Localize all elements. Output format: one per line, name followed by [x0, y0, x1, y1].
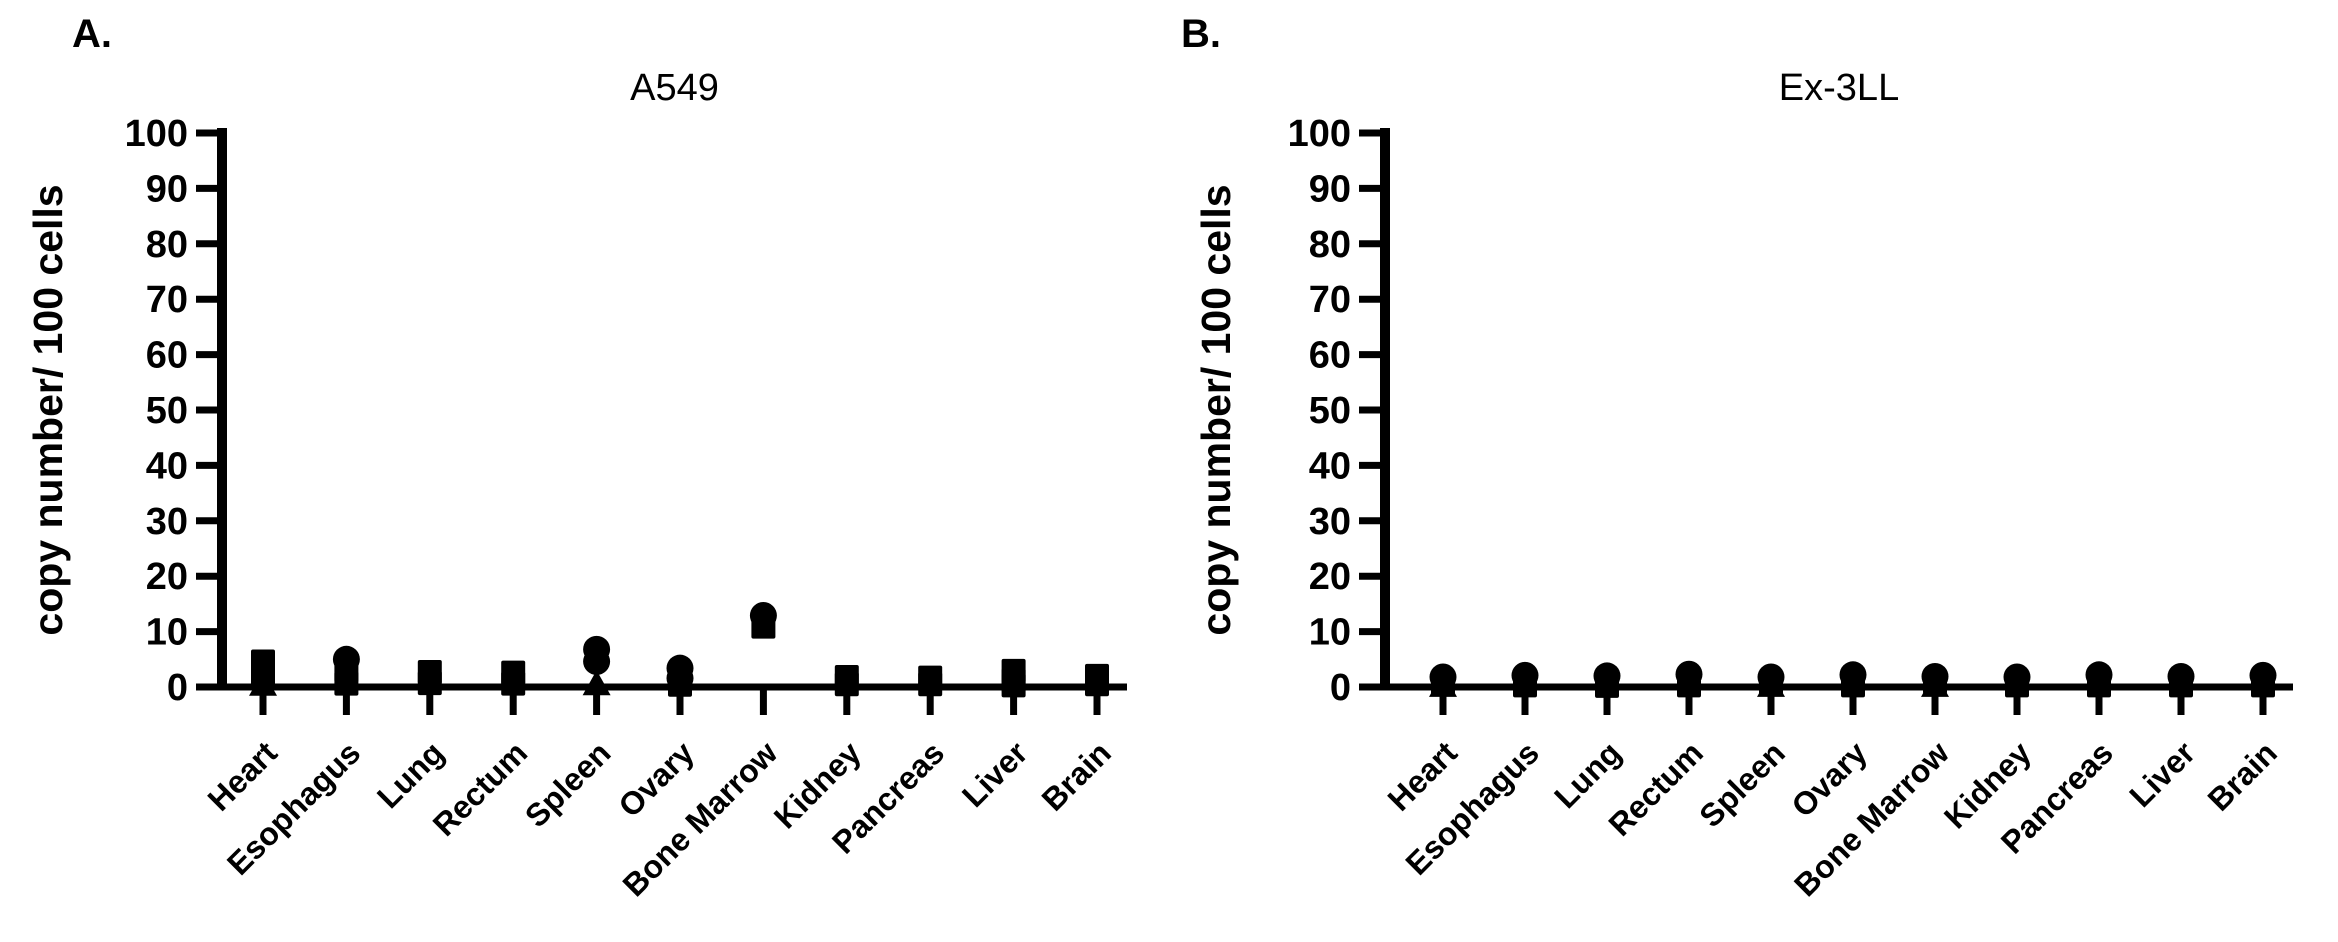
- panel-a549: A. A549 copy number/ 100 cells 0 10 20 30 40 50…: [25, 12, 1127, 903]
- y-tick-label: 100: [1288, 113, 1351, 155]
- data-point-triangle: [1429, 671, 1457, 697]
- data-point-square: [751, 614, 776, 639]
- y-tick-label: 60: [1309, 335, 1351, 377]
- y-tick-label: 50: [1309, 390, 1351, 432]
- y-tick-label: 20: [1309, 556, 1351, 598]
- y-tick-label: 100: [125, 113, 188, 155]
- y-tick-label: 80: [146, 224, 188, 266]
- data-point-square: [2005, 673, 2029, 698]
- data-point-triangle: [1757, 671, 1785, 697]
- y-tick-label: 20: [146, 556, 188, 598]
- x-category-label: Brain: [2201, 734, 2284, 817]
- y-tick-label: 70: [146, 279, 188, 321]
- panel-ex3ll: B. Ex-3LL copy number/ 100 cells 0 10 20 30 40…: [1169, 0, 2338, 942]
- y-tick-label: 80: [1309, 224, 1351, 266]
- panel-label-b: B.: [1181, 12, 1221, 56]
- y-tick-label: 0: [1330, 667, 1351, 709]
- data-point-square: [2169, 673, 2193, 698]
- y-tick-label: 30: [146, 501, 188, 543]
- data-point-circle: [583, 648, 611, 676]
- y-tick-label: 0: [167, 667, 188, 709]
- data-point-triangle: [1921, 671, 1949, 697]
- chart-title: Ex-3LL: [1779, 67, 1899, 109]
- data-point-square: [1841, 673, 1865, 698]
- scatter-plot-ex3ll: Ex-3LL copy number/ 100 cells 0 10 20 30 40 50 6…: [1193, 67, 2293, 903]
- y-tick-label: 90: [1309, 168, 1351, 210]
- data-point-square: [2087, 673, 2111, 698]
- y-tick-label: 40: [146, 445, 188, 487]
- y-tick-label: 90: [146, 168, 188, 210]
- x-category-label: Lung: [370, 734, 451, 815]
- x-category-label: Spleen: [1692, 734, 1792, 834]
- panel-label-a: A.: [72, 12, 112, 56]
- data-point-square: [334, 671, 359, 696]
- y-tick-label: 10: [1309, 612, 1351, 654]
- y-tick-label: 50: [146, 390, 188, 432]
- x-category-label: Spleen: [518, 734, 618, 834]
- y-tick-label: 40: [1309, 445, 1351, 487]
- x-category-label: Liver: [955, 734, 1035, 814]
- y-tick-label: 70: [1309, 279, 1351, 321]
- y-tick-label: 30: [1309, 501, 1351, 543]
- data-point-square: [834, 672, 859, 697]
- y-tick-label: 10: [146, 612, 188, 654]
- data-point-triangle: [249, 670, 277, 696]
- y-tick-label: 60: [146, 335, 188, 377]
- x-category-label: Brain: [1035, 734, 1118, 817]
- scatter-plot-a549: A549 copy number/ 100 cells 0 10 20 30 40 50 60 7…: [25, 67, 1127, 903]
- data-point-square: [1085, 672, 1109, 697]
- data-point-square: [918, 672, 943, 697]
- data-point-square: [668, 672, 692, 697]
- chart-title: A549: [630, 67, 719, 109]
- x-category-label: Rectum: [426, 734, 534, 842]
- x-category-label: Liver: [2122, 734, 2202, 814]
- data-point-square: [1677, 673, 1701, 698]
- y-axis-label: copy number/ 100 cells: [25, 184, 71, 635]
- data-point-square: [1513, 673, 1537, 698]
- data-point-square: [1001, 673, 1026, 698]
- data-point-triangle: [582, 670, 611, 696]
- data-point-square: [2251, 673, 2275, 698]
- data-point-square: [1595, 673, 1619, 698]
- data-point-square: [501, 671, 526, 696]
- y-axis-label: copy number/ 100 cells: [1193, 184, 1239, 635]
- data-point-square: [417, 671, 442, 696]
